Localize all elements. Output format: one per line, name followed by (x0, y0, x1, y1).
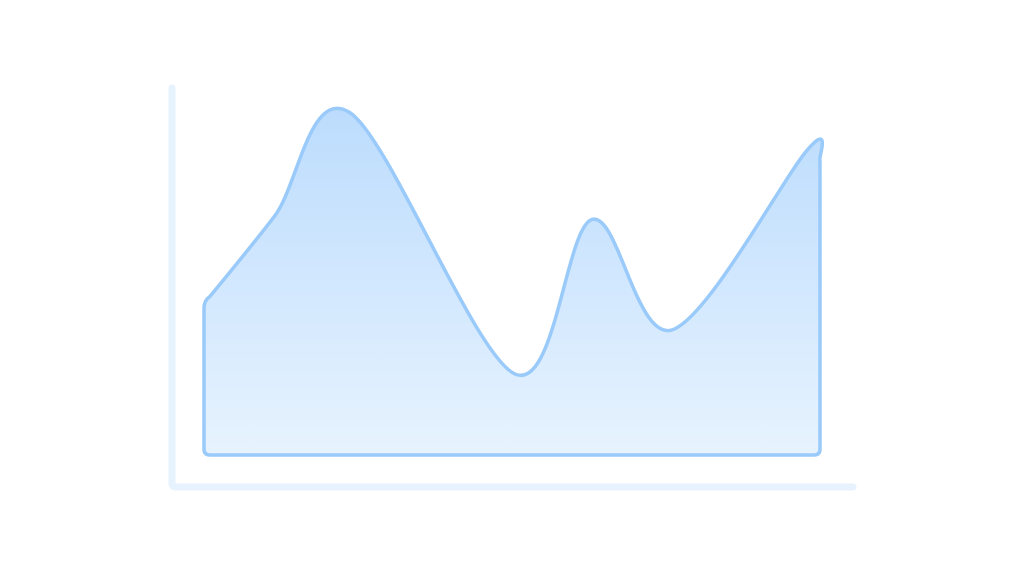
chart-axes (168, 84, 857, 491)
area-series (202, 106, 825, 457)
